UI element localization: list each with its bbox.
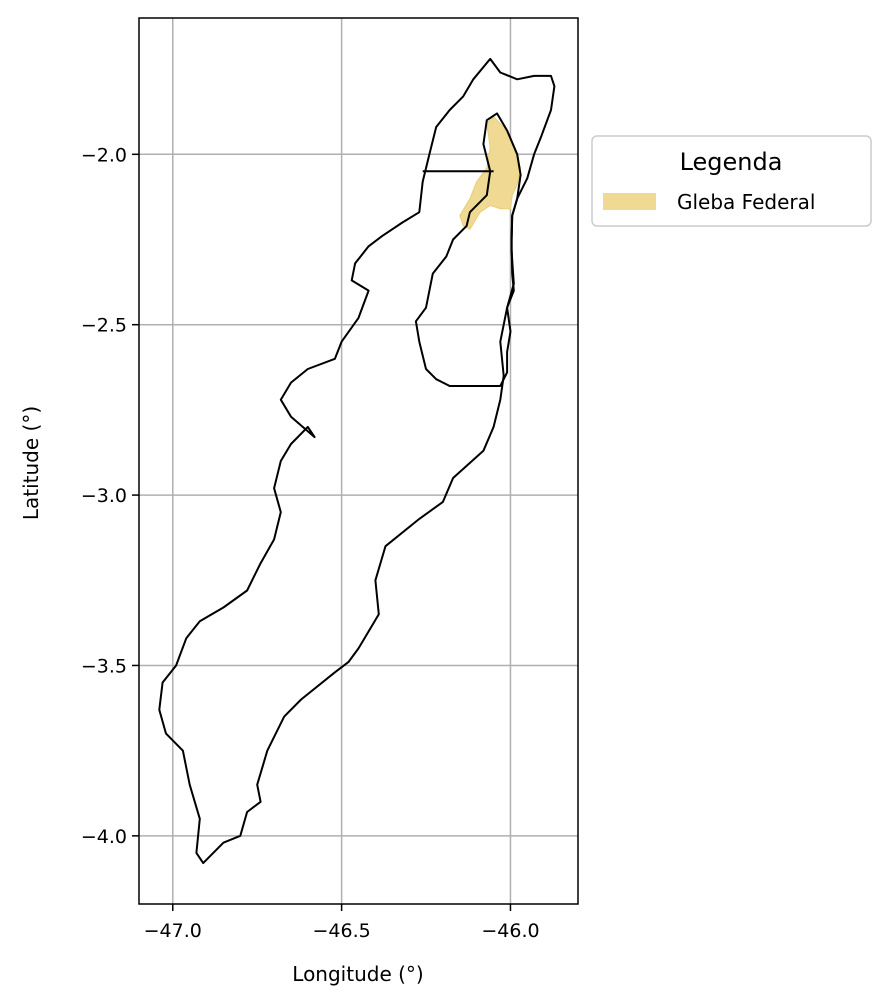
y-axis-ticks: −2.0 −2.5 −3.0 −3.5 −4.0 [81, 144, 139, 848]
y-tick-label: −3.5 [81, 655, 127, 677]
legend-label-gleba-federal: Gleba Federal [677, 190, 815, 214]
y-tick-label: −3.0 [81, 485, 127, 507]
y-tick-label: −4.0 [81, 826, 127, 848]
x-axis-ticks: −47.0 −46.5 −46.0 [144, 904, 540, 942]
boundary-inner [414, 112, 522, 387]
x-tick-label: −46.5 [312, 920, 370, 942]
plot-area [138, 17, 579, 905]
plot-frame [138, 17, 579, 905]
legend-title: Legenda [680, 148, 783, 176]
x-tick-label: −47.0 [144, 920, 202, 942]
y-tick-label: −2.5 [81, 315, 127, 337]
legend: Legenda Gleba Federal [591, 135, 872, 227]
y-axis-label: Latitude (°) [19, 406, 43, 520]
legend-box [591, 135, 872, 227]
legend-swatch-gleba-federal [603, 193, 656, 210]
y-tick-label: −2.0 [81, 144, 127, 166]
municipality-boundaries [158, 57, 556, 865]
x-axis-label: Longitude (°) [292, 962, 423, 986]
x-tick-label: −46.0 [481, 920, 539, 942]
